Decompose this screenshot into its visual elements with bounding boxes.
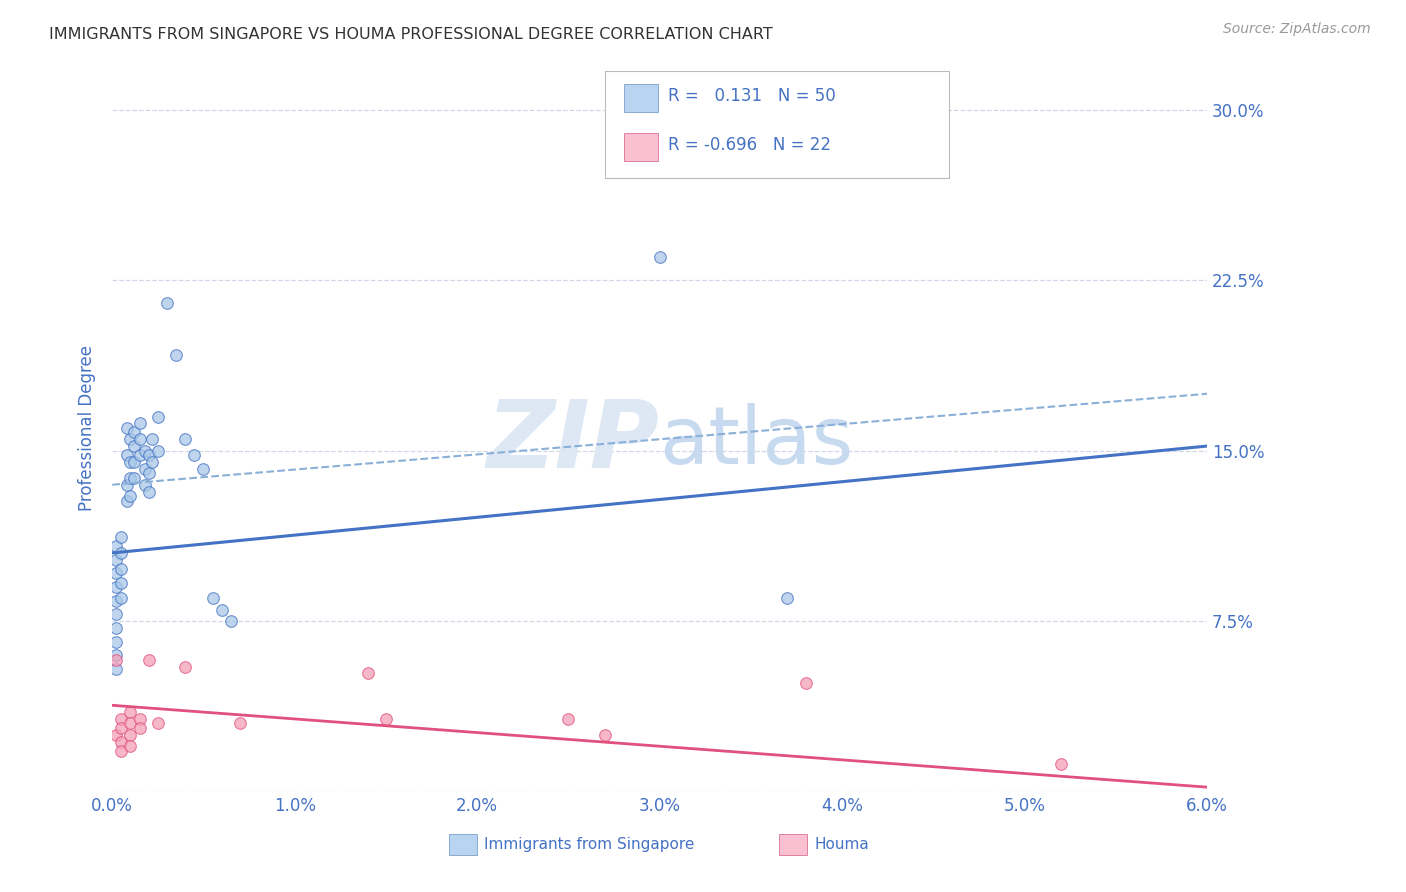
Point [120, 489, 142, 503]
Point [138, 653, 160, 667]
Point [138, 448, 160, 462]
Point [648, 250, 671, 264]
Point [134, 462, 156, 476]
Point [146, 716, 169, 731]
Point [120, 455, 142, 469]
Point [104, 593, 127, 607]
Point [104, 653, 127, 667]
Point [138, 467, 160, 481]
Text: ZIP: ZIP [486, 396, 659, 489]
Point [110, 575, 132, 590]
Y-axis label: Professional Degree: Professional Degree [79, 345, 96, 511]
Point [115, 477, 138, 491]
Point [219, 614, 242, 628]
Point [120, 739, 142, 754]
Point [104, 580, 127, 594]
Point [374, 712, 396, 726]
Point [141, 432, 163, 446]
Point [201, 591, 224, 606]
Point [1050, 757, 1073, 772]
Point [128, 432, 150, 446]
Point [120, 716, 142, 731]
Point [104, 662, 127, 676]
Point [104, 607, 127, 622]
Point [193, 462, 215, 476]
Point [122, 455, 145, 469]
Point [115, 493, 138, 508]
Point [128, 712, 150, 726]
Point [110, 562, 132, 576]
Point [128, 448, 150, 462]
Point [110, 712, 132, 726]
Point [557, 712, 579, 726]
Point [593, 728, 616, 742]
Point [110, 546, 132, 560]
Point [128, 721, 150, 735]
Point [122, 439, 145, 453]
Text: R =   0.131   N = 50: R = 0.131 N = 50 [668, 87, 835, 105]
Point [110, 744, 132, 758]
Point [110, 734, 132, 748]
Point [776, 591, 799, 606]
Point [104, 566, 127, 581]
Point [120, 471, 142, 485]
Point [794, 675, 817, 690]
Point [174, 432, 197, 446]
Point [104, 539, 127, 553]
Point [110, 721, 132, 735]
Point [122, 425, 145, 440]
Point [104, 621, 127, 635]
Text: IMMIGRANTS FROM SINGAPORE VS HOUMA PROFESSIONAL DEGREE CORRELATION CHART: IMMIGRANTS FROM SINGAPORE VS HOUMA PROFE… [49, 27, 773, 42]
Point [110, 530, 132, 544]
Point [104, 553, 127, 567]
Point [141, 455, 163, 469]
Point [110, 591, 132, 606]
Point [134, 443, 156, 458]
Point [211, 603, 233, 617]
Text: R = -0.696   N = 22: R = -0.696 N = 22 [668, 136, 831, 154]
Point [183, 448, 205, 462]
Point [174, 659, 197, 673]
Point [120, 728, 142, 742]
Point [134, 477, 156, 491]
Point [120, 432, 142, 446]
Text: Immigrants from Singapore: Immigrants from Singapore [484, 838, 695, 852]
Point [120, 705, 142, 719]
Point [146, 443, 169, 458]
Point [115, 448, 138, 462]
Point [122, 471, 145, 485]
Point [104, 634, 127, 648]
Point [165, 348, 187, 362]
Point [156, 295, 179, 310]
Point [229, 716, 252, 731]
Text: Source: ZipAtlas.com: Source: ZipAtlas.com [1223, 22, 1371, 37]
Point [104, 648, 127, 663]
Point [115, 421, 138, 435]
Text: Houma: Houma [814, 838, 869, 852]
Point [104, 728, 127, 742]
Point [128, 417, 150, 431]
Point [146, 409, 169, 424]
Point [357, 666, 380, 681]
Point [138, 484, 160, 499]
Text: atlas: atlas [659, 403, 853, 482]
